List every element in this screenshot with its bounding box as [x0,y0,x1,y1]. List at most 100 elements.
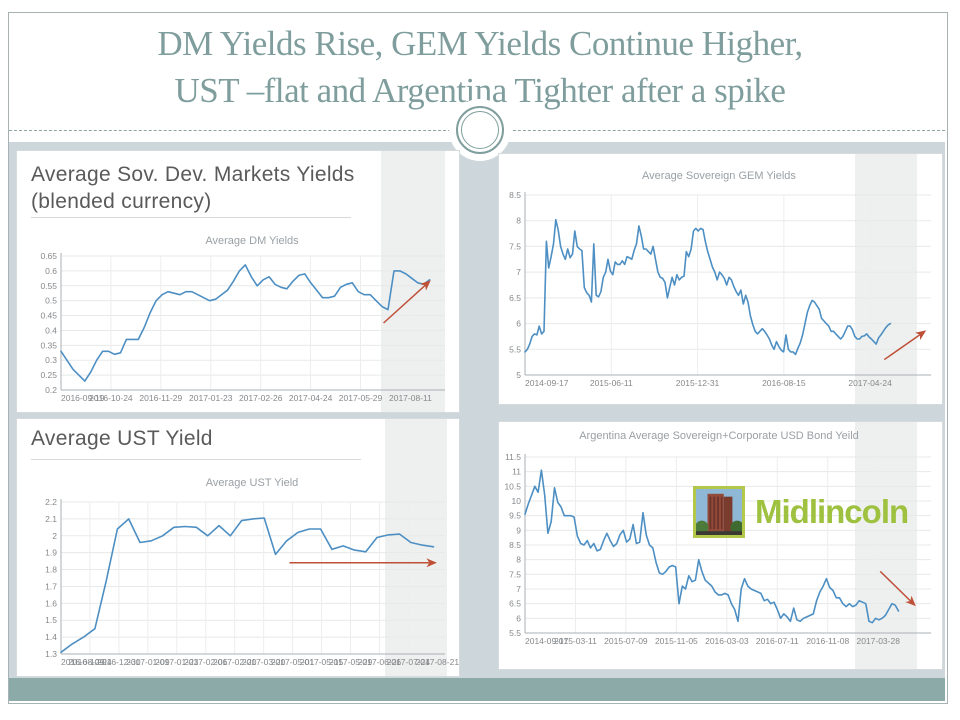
svg-text:2014-09-17: 2014-09-17 [525,636,569,646]
panel-argentina-yield: Argentina Average Sovereign+Corporate US… [498,421,943,670]
svg-text:9.5: 9.5 [509,511,521,521]
chart-title: Average UST Yield [205,477,299,489]
svg-text:6.5: 6.5 [509,599,521,609]
svg-text:6: 6 [516,319,521,329]
chart-title: Average DM Yields [205,235,299,247]
svg-text:0.4: 0.4 [45,325,57,335]
svg-text:2015-07-09: 2015-07-09 [604,636,648,646]
svg-text:8.5: 8.5 [509,190,521,200]
svg-text:0.25: 0.25 [40,370,57,380]
svg-text:2017-02-26: 2017-02-26 [239,393,283,403]
svg-text:1.5: 1.5 [45,615,57,625]
svg-text:6: 6 [516,613,521,623]
slide-title-line1: DM Yields Rise, GEM Yields Continue High… [157,24,803,63]
svg-text:10: 10 [512,496,522,506]
svg-text:2017-04-24: 2017-04-24 [289,393,333,403]
svg-text:2017-07-24: 2017-07-24 [387,657,431,667]
svg-text:1.6: 1.6 [45,598,57,608]
svg-text:2016-07-11: 2016-07-11 [756,636,799,646]
svg-text:2017-05-01: 2017-05-01 [271,657,315,667]
svg-text:2016-09-19: 2016-09-19 [61,393,105,403]
svg-text:2017-03-28: 2017-03-28 [856,636,900,646]
svg-text:2015-06-11: 2015-06-11 [590,378,633,388]
chart-svg: 0.65 0.6 0.55 0.5 0.45 0.4 0.35 0.3 0.25 0.2 2016-… [40,251,445,403]
bottom-accent-bar [9,678,945,701]
svg-text:1.9: 1.9 [45,548,57,558]
svg-text:2.1: 2.1 [45,514,57,524]
panel-heading-line2: (blended currency) [31,190,212,214]
svg-text:2017-05-15: 2017-05-15 [300,657,344,667]
svg-text:10.5: 10.5 [504,481,521,491]
svg-text:6.5: 6.5 [509,293,521,303]
svg-text:2017-02-20: 2017-02-20 [213,657,257,667]
midlincoln-logo-text: Midlincoln [755,493,909,530]
svg-text:2017-05-29: 2017-05-29 [339,393,383,403]
panel-dm-yields: Average Sov. Dev. Markets Yields (blende… [16,150,460,413]
svg-text:8.5: 8.5 [509,540,521,550]
svg-text:2016-11-08: 2016-11-08 [806,636,849,646]
svg-text:2017-01-23: 2017-01-23 [189,393,233,403]
argentina-yield-chart: 11.5 11 10.5 10 9.5 9 8.5 8 7.5 7 6.5 6 5.5 2014-09-1… [503,450,937,650]
svg-text:2.2: 2.2 [45,497,57,507]
divider-circle-ornament [456,106,504,154]
heading-rule [31,217,351,218]
svg-text:2017-01-09: 2017-01-09 [126,657,170,667]
chart-svg: 8.5 8 7.5 7 6.5 6 5.5 5 2014-09-17 2015-06-11 2015… [509,190,931,388]
panel-heading-line1: Average Sov. Dev. Markets Yields [31,163,355,186]
svg-text:2017-08-11: 2017-08-11 [389,393,432,403]
midlincoln-logo: Midlincoln [693,486,909,538]
svg-text:2016-08-29: 2016-08-29 [61,657,105,667]
svg-text:7: 7 [516,267,521,277]
svg-text:2016-03-03: 2016-03-03 [705,636,749,646]
svg-text:0.3: 0.3 [45,355,57,365]
svg-text:1.8: 1.8 [45,565,57,575]
svg-text:0.35: 0.35 [40,340,57,350]
gem-yields-chart: 8.5 8 7.5 7 6.5 6 5.5 5 2014-09-17 2015-06-11 2015… [503,188,937,392]
svg-text:2017-05-29: 2017-05-29 [329,657,373,667]
panel-ust-yield: Average UST Yield Average UST Yield 2.2 2… [16,418,460,677]
svg-text:0.5: 0.5 [45,296,57,306]
svg-text:1.7: 1.7 [45,581,57,591]
svg-text:11: 11 [512,467,521,477]
chart-svg: 2.22.121.91.81.71.61.51.41.32016-08-2920… [45,497,459,667]
chart-title: Argentina Average Sovereign+Corporate US… [579,430,859,442]
svg-text:2017-02-06: 2017-02-06 [184,657,228,667]
svg-text:2014-09-17: 2014-09-17 [525,378,569,388]
divider-circle-inner-ring [461,111,499,149]
svg-text:2: 2 [52,531,57,541]
svg-text:0.55: 0.55 [40,281,57,291]
svg-text:1.3: 1.3 [45,649,57,659]
svg-text:2015-03-11: 2015-03-11 [554,636,597,646]
svg-text:7.5: 7.5 [509,241,521,251]
panel-gem-yields: Average Sovereign GEM Yields 8.5 8 7.5 7 6.5… [498,153,943,405]
recent-period-highlight-band [385,419,447,676]
svg-text:11.5: 11.5 [505,452,521,462]
svg-text:2015-11-05: 2015-11-05 [655,636,698,646]
svg-text:2017-03-20: 2017-03-20 [242,657,286,667]
svg-text:5.5: 5.5 [509,344,521,354]
svg-text:7: 7 [516,584,521,594]
svg-text:2017-08-21: 2017-08-21 [416,657,460,667]
midlincoln-building-image [693,486,745,538]
panel-heading: Average Sov. Dev. Markets Yields (blende… [31,161,355,216]
panel-heading: Average UST Yield [31,427,213,450]
svg-text:0.2: 0.2 [45,385,57,395]
svg-text:2017-01-23: 2017-01-23 [155,657,199,667]
svg-text:2016-12-30: 2016-12-30 [97,657,141,667]
svg-text:0.45: 0.45 [40,311,57,321]
svg-text:8: 8 [516,216,521,226]
ust-yield-chart: 2.2 2.1 2 1.9 1.8 1.7 1.6 1.5 1.4 1.3 2016-08-29 20… [31,495,459,671]
svg-text:1.4: 1.4 [45,632,57,642]
svg-text:2015-12-31: 2015-12-31 [676,378,720,388]
dm-yields-chart: 0.65 0.6 0.55 0.5 0.45 0.4 0.35 0.3 0.25 0.2 2016-… [31,249,451,407]
slide-title: DM Yields Rise, GEM Yields Continue High… [30,20,930,115]
svg-text:0.65: 0.65 [40,251,57,261]
svg-text:2017-04-24: 2017-04-24 [848,378,892,388]
recent-period-highlight-band [855,154,917,404]
svg-text:2016-10-24: 2016-10-24 [68,657,112,667]
svg-text:2016-08-15: 2016-08-15 [762,378,806,388]
svg-text:0.6: 0.6 [45,266,57,276]
heading-rule [31,459,361,460]
svg-text:5: 5 [516,370,521,380]
